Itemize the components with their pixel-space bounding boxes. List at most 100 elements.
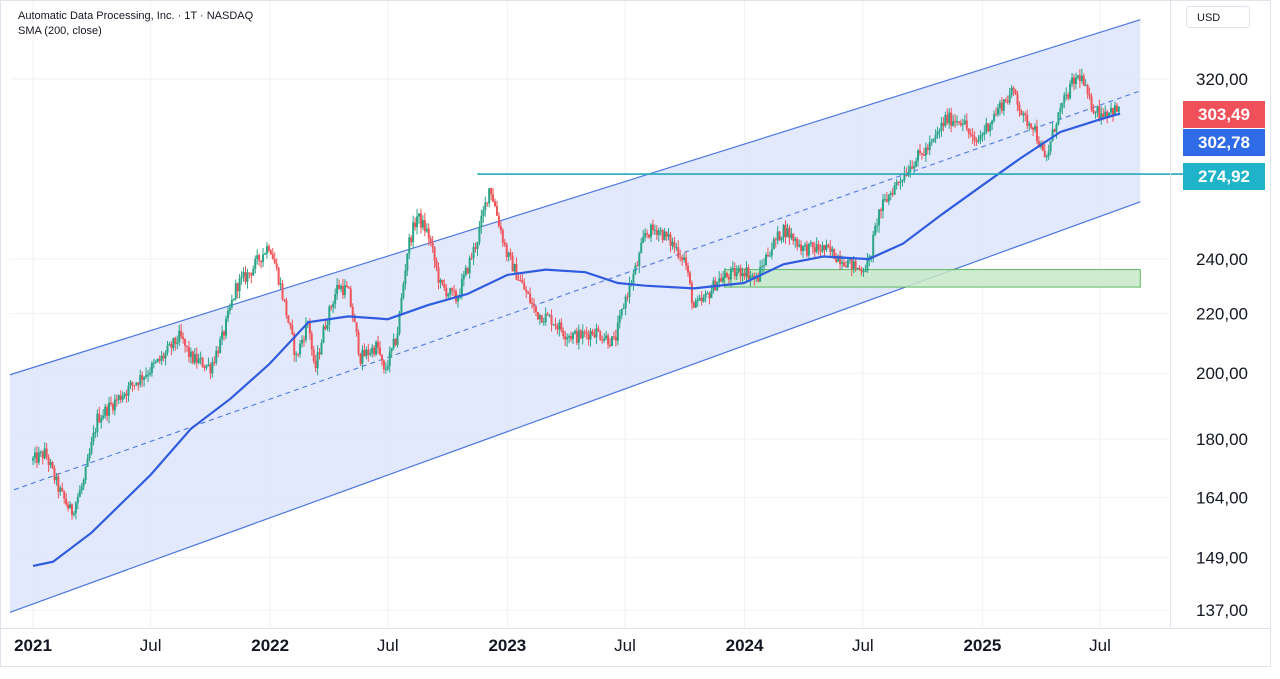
candle bbox=[449, 287, 452, 300]
y-tick-label: 240,00 bbox=[1196, 250, 1248, 269]
candle-body bbox=[490, 188, 493, 195]
candle bbox=[242, 267, 245, 282]
candle-body bbox=[720, 278, 723, 282]
candle bbox=[727, 274, 730, 285]
candle-body bbox=[967, 128, 970, 134]
candle-body bbox=[250, 273, 253, 276]
candle bbox=[575, 327, 578, 346]
candle bbox=[301, 335, 304, 348]
candle bbox=[1010, 85, 1013, 99]
candle-body bbox=[49, 462, 52, 465]
candle bbox=[147, 370, 150, 383]
candle bbox=[98, 406, 101, 424]
candle-body bbox=[125, 393, 128, 396]
candle bbox=[887, 193, 890, 206]
candle-body bbox=[456, 297, 459, 302]
candle-body bbox=[815, 244, 818, 253]
candle bbox=[774, 237, 777, 248]
candle-body bbox=[605, 335, 608, 339]
candle-body bbox=[692, 302, 695, 308]
candle-body bbox=[560, 322, 563, 331]
candle bbox=[148, 367, 151, 377]
candle bbox=[702, 294, 705, 303]
candle bbox=[722, 270, 725, 284]
candle-body bbox=[172, 337, 175, 349]
candle bbox=[154, 359, 157, 364]
candle bbox=[552, 323, 555, 326]
candle-body bbox=[1111, 107, 1114, 115]
candle bbox=[334, 288, 337, 309]
candle-body bbox=[831, 248, 834, 252]
candle-body bbox=[571, 333, 574, 340]
candle-body bbox=[410, 237, 413, 243]
candle bbox=[258, 253, 261, 267]
candle bbox=[207, 357, 210, 367]
candle-body bbox=[965, 120, 968, 129]
candle bbox=[640, 237, 643, 254]
candle-body bbox=[741, 272, 744, 277]
candle-body bbox=[482, 210, 485, 216]
currency-selector[interactable]: USD bbox=[1186, 6, 1250, 28]
support-zone-rect bbox=[724, 269, 1141, 288]
candle-body bbox=[394, 339, 397, 345]
candle bbox=[131, 381, 134, 392]
candle bbox=[556, 322, 559, 335]
candle-body bbox=[718, 278, 721, 283]
candle-body bbox=[221, 331, 224, 340]
candle bbox=[55, 472, 58, 486]
candle-body bbox=[328, 306, 331, 325]
candle-body bbox=[193, 353, 196, 363]
candle bbox=[597, 325, 600, 332]
candle bbox=[963, 114, 966, 125]
candle bbox=[1032, 126, 1035, 137]
candle bbox=[959, 119, 962, 128]
candle bbox=[991, 119, 994, 130]
candle-body bbox=[1071, 77, 1074, 84]
candle bbox=[747, 264, 750, 281]
candle bbox=[930, 138, 933, 146]
candle-body bbox=[731, 267, 734, 269]
candle bbox=[936, 126, 939, 139]
candle-body bbox=[671, 241, 674, 246]
candle-body bbox=[681, 257, 684, 260]
candle-body bbox=[794, 238, 797, 241]
candle bbox=[671, 237, 674, 250]
candle bbox=[189, 347, 192, 364]
candle-body bbox=[556, 326, 559, 330]
candle-body bbox=[936, 131, 939, 135]
candle bbox=[566, 333, 569, 347]
candle-body bbox=[1076, 75, 1079, 78]
candle-body bbox=[170, 343, 173, 349]
candle-body bbox=[956, 121, 959, 123]
candle-body bbox=[599, 331, 602, 340]
candle bbox=[59, 485, 62, 496]
candle bbox=[410, 235, 413, 247]
candle-body bbox=[197, 358, 200, 363]
candle-body bbox=[622, 308, 625, 310]
candle bbox=[638, 251, 641, 274]
candle-body bbox=[488, 188, 491, 204]
candle-body bbox=[698, 297, 701, 301]
candle-body bbox=[443, 283, 446, 288]
candle bbox=[470, 252, 473, 261]
candle-body bbox=[642, 236, 645, 243]
candle bbox=[72, 511, 75, 517]
candle bbox=[956, 115, 959, 126]
candle-body bbox=[776, 231, 779, 241]
candle-body bbox=[1037, 141, 1040, 148]
candle bbox=[973, 131, 976, 147]
candle-body bbox=[648, 234, 651, 238]
candle bbox=[897, 181, 900, 186]
candle bbox=[152, 358, 155, 369]
candle bbox=[683, 253, 686, 263]
candle-body bbox=[143, 377, 146, 381]
candle bbox=[133, 384, 136, 390]
candle-body bbox=[248, 272, 251, 274]
candle bbox=[106, 404, 109, 422]
candle bbox=[182, 332, 185, 344]
candle-body bbox=[985, 123, 988, 132]
candle bbox=[854, 257, 857, 272]
candle-body bbox=[585, 332, 588, 335]
candle bbox=[1014, 88, 1017, 96]
